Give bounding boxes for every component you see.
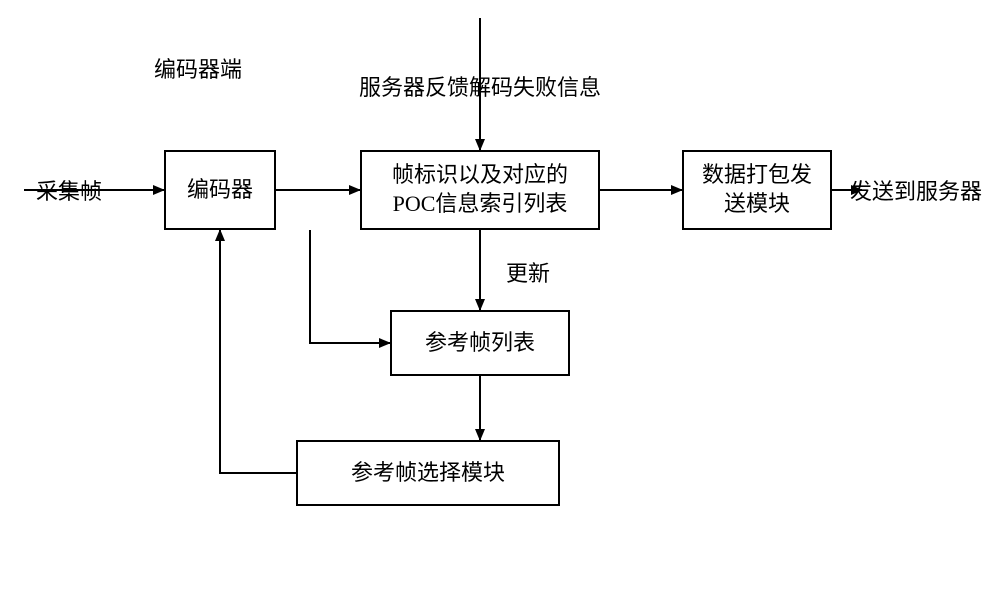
diagram-canvas: 编码器端 服务器反馈解码失败信息 采集帧 发送到服务器 更新 编码器 帧标识以及…: [0, 0, 1000, 589]
box-encoder: 编码器: [164, 150, 276, 230]
box-index-list: 帧标识以及对应的 POC信息索引列表: [360, 150, 600, 230]
label-server-feedback: 服务器反馈解码失败信息: [330, 74, 630, 103]
label-capture-frame: 采集帧: [36, 178, 126, 207]
box-packer-line1: 数据打包发: [702, 161, 812, 190]
box-index-list-line2: POC信息索引列表: [393, 190, 568, 219]
label-update: 更新: [506, 260, 566, 289]
label-send-to-server: 发送到服务器: [850, 178, 1000, 207]
arrow-sel-to-encoder: [220, 230, 296, 473]
box-packer: 数据打包发 送模块: [682, 150, 832, 230]
box-packer-line2: 送模块: [724, 190, 790, 219]
arrow-encoder-to-reflist: [310, 230, 390, 343]
box-ref-list: 参考帧列表: [390, 310, 570, 376]
label-encoder-side: 编码器端: [128, 56, 268, 85]
box-index-list-line1: 帧标识以及对应的: [392, 161, 568, 190]
box-ref-select: 参考帧选择模块: [296, 440, 560, 506]
